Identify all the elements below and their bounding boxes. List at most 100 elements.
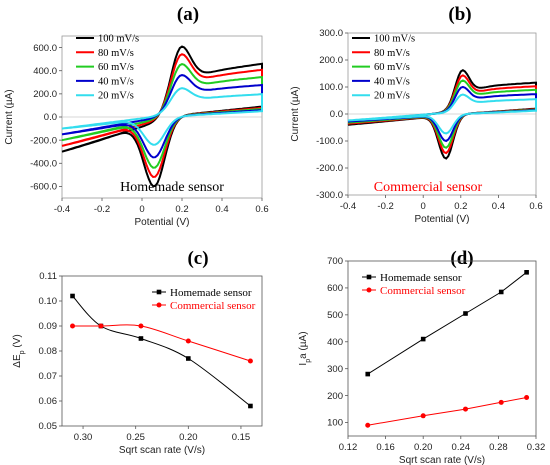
y-axis-title-subscript: p xyxy=(305,359,312,363)
data-point xyxy=(498,399,504,405)
y-tick-label: 100 xyxy=(327,418,343,429)
x-tick-label: 0.30 xyxy=(74,432,93,443)
y-tick-label: 700 xyxy=(327,256,343,267)
y-axis-title-main: ΔE xyxy=(12,354,23,368)
legend-label: 60 mV/s xyxy=(374,62,410,73)
x-tick-label: 0.6 xyxy=(529,201,542,212)
x-tick-label: 0.6 xyxy=(255,204,268,215)
legend-marker xyxy=(366,274,372,280)
cv-curve xyxy=(61,87,263,146)
data-point xyxy=(524,395,530,400)
legend-label: 80 mV/s xyxy=(98,48,134,59)
x-tick-label: -0.4 xyxy=(340,201,356,212)
data-point xyxy=(463,311,468,316)
x-tick-label: 0 xyxy=(421,201,426,212)
legend-marker xyxy=(366,287,372,293)
y-tick-label: 0.0 xyxy=(330,109,343,120)
y-axis-title-unit: (V) xyxy=(12,334,23,350)
y-tick-label: 500 xyxy=(327,310,343,321)
x-tick-label: 0.15 xyxy=(232,432,251,443)
data-point xyxy=(524,270,529,275)
y-axis-title-main: I xyxy=(298,363,309,366)
y-tick-label: -200.0 xyxy=(30,135,57,146)
x-axis-title: Potential (V) xyxy=(134,217,189,228)
x-tick-label: 0.2 xyxy=(175,204,188,215)
y-tick-label: -600.0 xyxy=(30,182,57,193)
data-point xyxy=(420,336,426,342)
legend-label: 20 mV/s xyxy=(374,91,410,102)
y-tick-label: 200 xyxy=(327,391,343,402)
y-tick-label: 0.11 xyxy=(39,271,57,282)
sensor-annotation: Commercial sensor xyxy=(374,180,483,195)
y-tick-label: 0.0 xyxy=(44,112,57,123)
x-tick-label: 0.2 xyxy=(454,201,467,212)
y-tick-label: 300.0 xyxy=(319,28,343,39)
data-point xyxy=(70,293,75,299)
cv-curve xyxy=(61,53,263,179)
legend-label: Commercial sensor xyxy=(380,285,466,297)
legend-label: 100 mV/s xyxy=(374,34,415,45)
panel-label-b: (b) xyxy=(448,4,471,25)
panel-d: (d) 100 200 300 400 500 600 700 0.12 0.16 0.20 0.24… xyxy=(298,248,545,465)
y-tick-label: -100.0 xyxy=(316,136,343,147)
legend-label: Homemade sensor xyxy=(170,287,252,299)
y-tick-label: -200.0 xyxy=(316,163,343,174)
x-tick-label: 0.20 xyxy=(179,432,198,443)
y-tick-label: 0.06 xyxy=(39,396,58,407)
y-tick-label: 0.07 xyxy=(39,371,58,382)
legend-label: Homemade sensor xyxy=(380,272,462,284)
x-tick-label: 0.4 xyxy=(492,201,505,212)
data-point xyxy=(463,406,468,412)
x-tick-label: 0.24 xyxy=(452,442,471,453)
y-tick-label: 200.0 xyxy=(319,55,343,66)
y-tick-label: 0.09 xyxy=(39,321,58,332)
series-line xyxy=(72,324,251,362)
panel-a: (a) -600.0 -400.0 -200.0 0.0 200.0 400.0 600.0 -… xyxy=(4,4,269,228)
plot-frame xyxy=(347,260,537,437)
x-tick-label: 0.32 xyxy=(527,442,546,453)
y-tick-label: 100.0 xyxy=(319,82,343,93)
legend-label: 20 mV/s xyxy=(98,91,134,102)
y-tick-label: 400 xyxy=(327,337,343,348)
x-tick-label: 0 xyxy=(139,204,144,215)
legend-label: 40 mV/s xyxy=(98,76,134,87)
data-point xyxy=(138,336,144,341)
series-line xyxy=(72,295,251,407)
y-tick-label: 600.0 xyxy=(33,43,57,54)
y-tick-label: 600 xyxy=(327,283,343,294)
data-point xyxy=(247,358,253,364)
panel-label-a: (a) xyxy=(177,4,199,25)
panel-label-c: (c) xyxy=(187,248,208,269)
legend-label: 40 mV/s xyxy=(374,76,410,87)
legend-label: 100 mV/s xyxy=(98,34,139,45)
sensor-annotation: Homemade sensor xyxy=(120,180,224,195)
legend-marker xyxy=(156,302,162,308)
data-point xyxy=(498,289,504,295)
x-tick-label: 0.12 xyxy=(339,442,358,453)
y-axis-title-unit: a (µA) xyxy=(298,331,309,358)
y-tick-label: 0.10 xyxy=(39,296,58,307)
data-point xyxy=(138,323,144,329)
x-axis-title: Sqrt scan rate (V/s) xyxy=(119,445,205,456)
y-axis-title-subscript: p xyxy=(19,350,26,354)
x-tick-label: 0.25 xyxy=(126,432,145,443)
y-tick-label: 0.05 xyxy=(39,421,58,432)
legend-label: 60 mV/s xyxy=(98,62,134,73)
y-axis-title: ΔEp (V) xyxy=(12,334,26,367)
y-tick-label: 200.0 xyxy=(33,89,57,100)
y-tick-label: 0.08 xyxy=(39,346,58,357)
legend-label: 80 mV/s xyxy=(374,48,410,59)
y-tick-label: -300.0 xyxy=(316,190,343,201)
x-tick-label: 0.28 xyxy=(489,442,508,453)
x-tick-label: -0.2 xyxy=(94,204,110,215)
data-point xyxy=(365,371,371,377)
x-tick-label: -0.4 xyxy=(54,204,70,215)
y-axis-title: Current (µA) xyxy=(4,89,15,144)
data-point xyxy=(420,413,426,419)
y-axis-title: Ipa (µA) xyxy=(298,331,312,365)
y-tick-label: -400.0 xyxy=(30,158,57,169)
legend-label: Commercial sensor xyxy=(170,300,256,312)
y-axis-title: Current (µA) xyxy=(290,86,301,141)
x-tick-label: 0.20 xyxy=(414,442,433,453)
data-point xyxy=(70,323,76,329)
